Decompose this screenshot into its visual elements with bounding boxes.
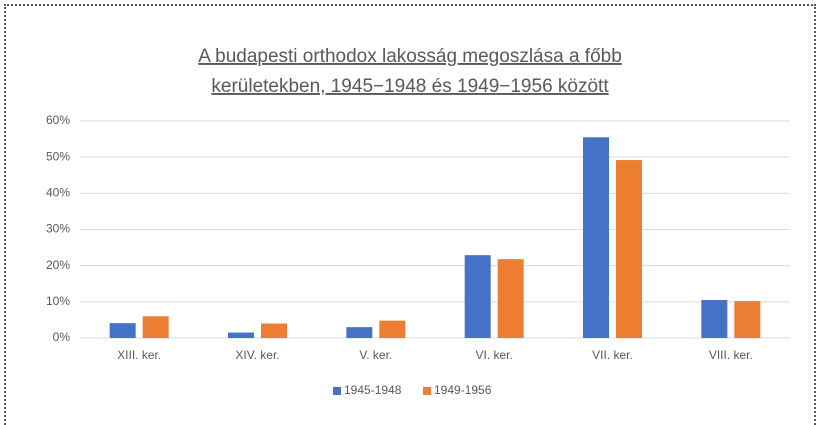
- x-tick-label: VII. ker.: [592, 348, 633, 362]
- legend-label: 1949-1956: [434, 383, 492, 397]
- x-tick-label: VIII. ker.: [709, 348, 753, 362]
- y-tick-label: 10%: [46, 294, 70, 308]
- y-tick-label: 40%: [46, 186, 70, 200]
- x-tick-label: V. ker.: [359, 348, 392, 362]
- x-tick-label: VI. ker.: [475, 348, 512, 362]
- bar: [142, 316, 169, 338]
- bar: [734, 301, 761, 338]
- legend-swatch: [333, 387, 341, 395]
- bar: [701, 300, 728, 338]
- legend-label: 1945-1948: [344, 383, 402, 397]
- y-tick-label: 20%: [46, 258, 70, 272]
- chart-title: kerületekben, 1945−1948 és 1949−1956 köz…: [211, 76, 609, 97]
- bar: [109, 323, 136, 338]
- chart-title: A budapesti orthodox lakosság megoszlása…: [198, 46, 622, 67]
- bar: [616, 160, 642, 338]
- x-tick-label: XIII. ker.: [117, 348, 161, 362]
- y-tick-label: 50%: [46, 149, 70, 163]
- y-tick-label: 0%: [53, 330, 71, 344]
- y-tick-label: 60%: [46, 113, 70, 127]
- chart-frame: [4, 4, 816, 425]
- bar: [464, 255, 491, 338]
- bar: [346, 327, 373, 338]
- bar: [228, 332, 254, 338]
- y-tick-label: 30%: [46, 222, 70, 236]
- bar: [583, 137, 609, 338]
- bar: [261, 323, 287, 338]
- bar: [497, 259, 524, 338]
- legend-swatch: [423, 387, 431, 395]
- bar: [379, 320, 406, 338]
- x-tick-label: XIV. ker.: [235, 348, 279, 362]
